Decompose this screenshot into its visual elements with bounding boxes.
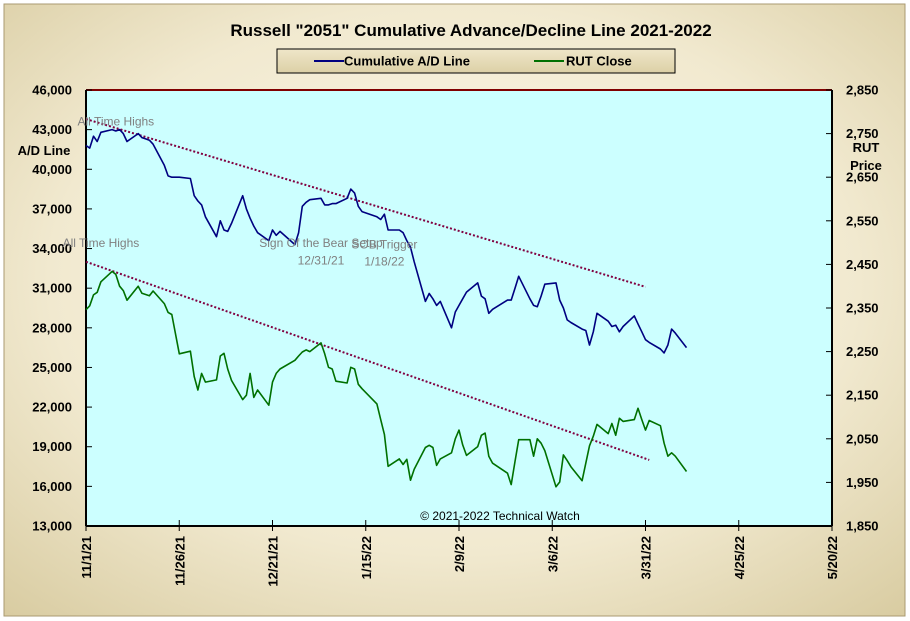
right-tick-label: 2,550 [846,213,879,228]
annotation-label: 12/31/21 [298,253,345,267]
right-tick-label: 1,950 [846,475,879,490]
left-axis-ticks: 46,000 43,000 40,000 37,000 34,000 31,000 28,0… [32,83,92,534]
annotation-label: Sign Of the Bear Setup [259,236,383,250]
left-tick-label: 34,000 [32,241,72,256]
left-axis-title: A/D Line [18,143,71,158]
right-axis-title-line-2: Price [850,158,882,173]
right-tick-label: 2,350 [846,301,879,316]
left-tick-label: 25,000 [32,360,72,375]
right-tick-label: 2,150 [846,388,879,403]
right-tick-label: 1,850 [846,519,879,534]
left-tick-label: 22,000 [32,400,72,415]
left-tick-label: 40,000 [32,162,72,177]
trendlines [85,118,650,461]
x-tick-label: 5/20/22 [825,536,840,579]
left-tick-label: 31,000 [32,281,72,296]
trendline [85,260,650,461]
right-tick-label: 2,450 [846,257,879,272]
right-tick-label: 2,750 [846,126,879,141]
series-rut-close [85,270,688,488]
x-tick-label: 4/25/22 [732,536,747,579]
x-tick-label: 2/9/22 [452,536,467,572]
left-tick-label: 19,000 [32,439,72,454]
legend-label-rut-close: RUT Close [566,54,632,69]
right-axis-ticks: 2,850 2,750 2,650 2,550 2,450 2,350 2,250 2,150… [826,83,879,534]
right-tick-label: 2,050 [846,431,879,446]
right-tick-label: 2,250 [846,344,879,359]
left-tick-label: 46,000 [32,83,72,98]
x-tick-label: 11/26/21 [172,536,187,586]
chart-credit: © 2021-2022 Technical Watch [420,509,580,523]
right-axis-title-line-1: RUT [853,140,880,155]
right-tick-label: 2,850 [846,83,879,98]
annotation-label: All Time Highs [63,236,140,250]
annotations: All Time Highs All Time Highs Sign Of the … [63,115,418,269]
left-tick-label: 37,000 [32,201,72,216]
x-tick-label: 3/6/22 [545,536,560,572]
x-tick-label: 1/15/22 [359,536,374,579]
x-tick-label: 3/31/22 [639,536,654,579]
right-tick-label: 2,650 [846,170,879,185]
left-tick-label: 43,000 [32,122,72,137]
series-cumulative-a-d-line [85,128,688,354]
x-tick-label: 12/21/21 [266,536,281,587]
left-tick-label: 13,000 [32,519,72,534]
x-tick-label: 11/1/21 [79,536,94,579]
left-tick-label: 28,000 [32,320,72,335]
plot-area [86,90,832,526]
annotation-label: All Time Highs [77,115,154,129]
legend: Cumulative A/D Line RUT Close [276,48,676,74]
x-axis-ticks: 11/1/21 11/26/21 12/21/21 1/15/22 2/9/22 3/6/… [79,520,840,587]
annotation-label: 1/18/22 [364,255,404,269]
left-tick-label: 16,000 [32,479,72,494]
annotation-label: SOB Trigger [351,238,417,252]
chart-title: Russell "2051" Cumulative Advance/Declin… [230,21,711,40]
trendline [85,118,646,288]
series-lines [85,128,688,488]
legend-label-ad-line: Cumulative A/D Line [344,54,470,69]
